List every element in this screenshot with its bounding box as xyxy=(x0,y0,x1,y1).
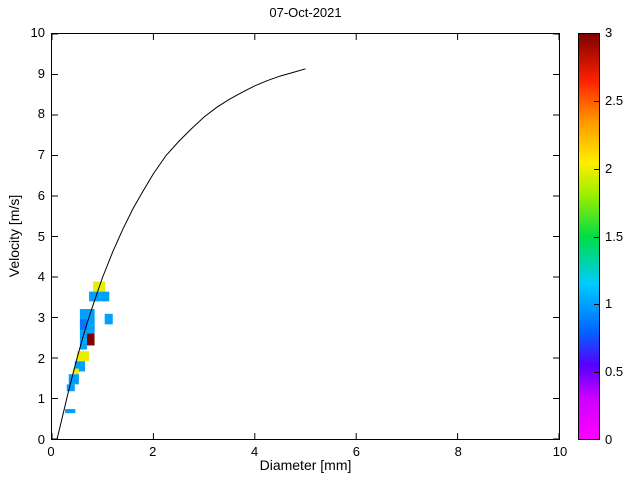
heatmap-cell xyxy=(66,384,75,392)
colorbar-tick-mark xyxy=(594,439,599,440)
y-tick-label: 3 xyxy=(37,309,45,325)
x-tick-label: 8 xyxy=(454,444,462,459)
colorbar-tick-label: 3 xyxy=(605,25,613,40)
y-tick-label: 0 xyxy=(37,432,45,447)
heatmap-cell xyxy=(65,409,76,414)
heatmap-cell xyxy=(79,309,95,320)
x-axis-label: Diameter [mm] xyxy=(259,457,352,473)
heatmap-cell xyxy=(86,333,95,346)
colorbar-tick-mark xyxy=(594,100,599,102)
y-tick-label: 5 xyxy=(37,228,45,244)
y-tick-label: 1 xyxy=(37,391,45,407)
x-tick-label: 4 xyxy=(250,444,259,459)
colorbar-tick-label: 1 xyxy=(605,296,613,312)
plot-canvas xyxy=(52,34,559,439)
colorbar-tick-label: 0 xyxy=(605,432,613,447)
colorbar-tick-label: 2.5 xyxy=(605,92,624,108)
heatmap-cell xyxy=(99,291,110,302)
y-tick-label: 8 xyxy=(37,106,45,122)
colorbar-tick-mark xyxy=(594,372,599,374)
heatmap-cell xyxy=(79,339,87,350)
y-tick-label: 10 xyxy=(30,25,45,40)
heatmap-cell xyxy=(74,361,85,372)
terminal-velocity-curve xyxy=(56,68,306,439)
colorbar xyxy=(578,33,600,440)
chart-title: 07-Oct-2021 xyxy=(269,5,342,20)
plot-area xyxy=(51,33,560,440)
heatmap-cell xyxy=(72,368,79,375)
heatmap-cell xyxy=(76,351,89,362)
y-tick-label: 9 xyxy=(37,65,45,81)
colorbar-tick-label: 1.5 xyxy=(605,228,624,244)
x-tick-label: 10 xyxy=(552,444,568,459)
heatmap-cell xyxy=(89,291,100,302)
heatmap-cell xyxy=(104,313,113,325)
x-tick-label: 6 xyxy=(352,444,360,459)
colorbar-tick-label: 2 xyxy=(605,160,613,176)
x-tick-label: 0 xyxy=(47,444,55,459)
colorbar-tick-mark xyxy=(594,304,599,306)
y-tick-label: 4 xyxy=(37,269,45,285)
y-tick-label: 7 xyxy=(37,147,45,163)
y-tick-label: 2 xyxy=(37,350,45,366)
colorbar-tick-mark xyxy=(594,33,599,34)
colorbar-tick-mark xyxy=(594,236,599,238)
heatmap-cell xyxy=(68,374,79,385)
x-tick-label: 2 xyxy=(149,444,157,459)
y-tick-label: 6 xyxy=(37,187,45,203)
colorbar-tick-mark xyxy=(594,168,599,170)
colorbar-tick-label: 0.5 xyxy=(605,364,624,380)
heatmap-cell xyxy=(86,319,95,334)
